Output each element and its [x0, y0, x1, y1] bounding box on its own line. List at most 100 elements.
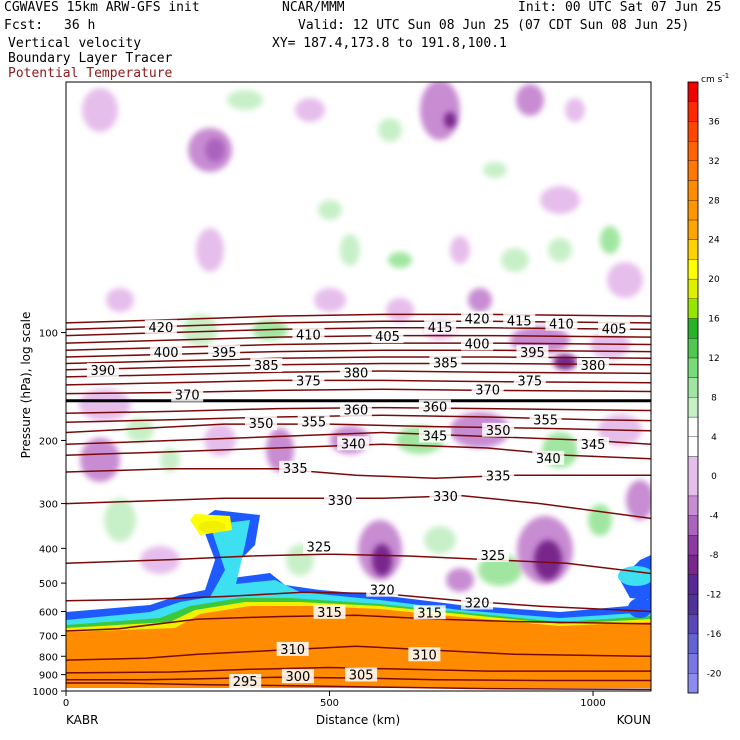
theta-contour-380 — [66, 370, 651, 378]
theta-label-bg — [276, 641, 309, 656]
vertical-velocity-cell — [588, 504, 612, 536]
theta-label-405: 405 — [375, 330, 400, 345]
theta-label-bg — [339, 402, 372, 417]
vertical-velocity-cell — [600, 226, 620, 254]
vertical-velocity-cell — [516, 84, 544, 116]
y-tick-label: 200 — [39, 436, 58, 447]
tracer-right-plume-core — [628, 598, 651, 618]
theta-label-395: 395 — [520, 346, 545, 361]
theta-label-bg — [86, 362, 119, 377]
theta-label-400: 400 — [154, 346, 179, 361]
theta-contour-405 — [66, 334, 651, 344]
theta-label-355: 355 — [533, 414, 558, 429]
theta-contour-300 — [66, 676, 651, 682]
colorbar-tick-label: 0 — [711, 472, 717, 482]
vertical-velocity-cell — [126, 418, 154, 442]
theta-label-310: 310 — [412, 648, 437, 663]
theta-label-360: 360 — [343, 404, 368, 419]
theta-label-415: 415 — [428, 321, 453, 336]
theta-label-bg — [482, 468, 515, 483]
colorbar-swatch — [687, 377, 699, 398]
potential-temperature-labels: 295 300 305 310 310 315 315 320 320 325 325 330 330 3… — [86, 311, 631, 690]
theta-label-bg — [598, 321, 631, 336]
valid-time: Valid: 12 UTC Sun 08 Jun 25 (07 CDT Sun … — [298, 18, 690, 33]
theta-label-bg — [545, 316, 578, 331]
theta-label-bg — [513, 373, 546, 388]
vertical-velocity-cell — [553, 354, 577, 370]
vertical-velocity-cell — [478, 554, 522, 586]
colorbar-swatch — [687, 456, 699, 497]
colorbar-swatch — [687, 160, 699, 181]
theta-label-325: 325 — [480, 549, 505, 564]
theta-label-bg — [532, 450, 565, 465]
theta-contour-385 — [66, 362, 651, 371]
colorbar-swatch — [687, 298, 699, 319]
theta-contour-310 — [66, 645, 651, 661]
theta-label-405: 405 — [602, 322, 627, 337]
y-axis-title: Pressure (hPa), log scale — [19, 312, 33, 459]
theta-label-325: 325 — [307, 541, 332, 556]
theta-label-355: 355 — [301, 415, 326, 430]
plot-area: 295 300 305 310 310 315 315 320 320 325 325 330 330 3… — [66, 82, 651, 691]
vertical-velocity-cell — [196, 228, 224, 272]
theta-label-bg — [418, 399, 451, 414]
theta-label-bg — [482, 422, 515, 437]
theta-label-bg — [313, 604, 346, 619]
colorbar-tick-label: 32 — [708, 157, 719, 167]
theta-label-bg — [424, 319, 457, 334]
colorbar-swatch — [687, 278, 699, 299]
vertical-velocity-cell — [340, 234, 360, 266]
theta-contour-305 — [66, 666, 651, 674]
theta-label-380: 380 — [343, 366, 368, 381]
theta-label-350: 350 — [249, 417, 274, 432]
colorbar-tick-label: 28 — [708, 196, 720, 206]
theta-label-bg — [366, 582, 399, 597]
theta-label-315: 315 — [417, 606, 442, 621]
vertical-velocity-cell — [227, 90, 263, 110]
colorbar-swatch — [687, 180, 699, 201]
theta-label-bg — [461, 336, 494, 351]
theta-contour-360 — [66, 406, 651, 415]
field-potential-temperature: Potential Temperature — [8, 66, 173, 81]
theta-label-340: 340 — [341, 437, 366, 452]
colorbar-swatch — [687, 515, 699, 536]
theta-label-330: 330 — [328, 494, 353, 509]
colorbar-swatch — [687, 416, 699, 437]
vertical-velocity-cell — [104, 498, 136, 542]
colorbar-units: cm s-1 — [701, 72, 729, 85]
tracer-plume-inner — [198, 521, 226, 533]
vertical-velocity-cell — [626, 480, 651, 520]
vertical-velocity-cell — [540, 186, 580, 214]
colorbar-swatch — [687, 397, 699, 418]
theta-label-330: 330 — [433, 490, 458, 505]
theta-label-bg — [476, 547, 509, 562]
theta-label-bg — [408, 647, 441, 662]
colorbar-swatch — [687, 200, 699, 221]
colorbar-swatch — [687, 318, 699, 339]
theta-label-345: 345 — [581, 438, 606, 453]
theta-label-340: 340 — [536, 452, 561, 467]
theta-label-bg — [281, 669, 314, 684]
theta-label-390: 390 — [90, 364, 115, 379]
theta-label-295: 295 — [233, 675, 258, 690]
vertical-velocity-cell — [468, 288, 492, 312]
theta-label-bg — [429, 355, 462, 370]
theta-label-385: 385 — [433, 357, 458, 372]
theta-label-bg — [171, 387, 204, 402]
x-axis-title: Distance (km) — [316, 713, 400, 727]
colorbar-swatch — [687, 101, 699, 122]
vertical-velocity-cell — [446, 568, 474, 592]
cross-section-endpoints: XY= 187.4,173.8 to 191.8,100.1 — [272, 36, 507, 51]
theta-label-360: 360 — [423, 401, 448, 416]
colorbar-swatch — [687, 614, 699, 635]
colorbar-swatch — [687, 121, 699, 142]
colorbar-swatch — [687, 535, 699, 556]
x-tick-label: 0 — [63, 698, 69, 709]
vertical-velocity-cell — [82, 88, 118, 132]
vertical-velocity-cell — [295, 98, 325, 122]
vertical-velocity-cell — [314, 288, 346, 312]
left-endpoint-label: KABR — [66, 713, 98, 727]
theta-label-375: 375 — [296, 375, 321, 390]
theta-label-415: 415 — [507, 314, 532, 329]
